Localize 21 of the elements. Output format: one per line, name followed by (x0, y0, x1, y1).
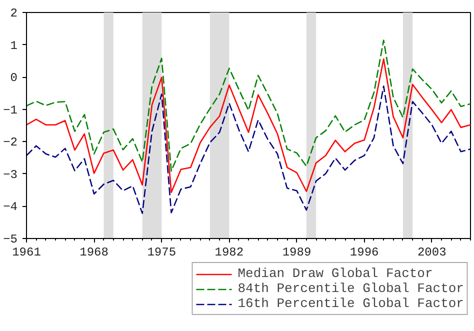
legend-label: 16th Percentile Global Factor (238, 296, 464, 311)
x-tick-label: 1996 (350, 246, 379, 260)
x-tick-label: 1982 (214, 246, 244, 260)
x-tick-label: 2003 (417, 246, 446, 260)
line-series (26, 58, 470, 193)
x-tick-label: 1975 (147, 246, 176, 260)
legend-label: Median Draw Global Factor (238, 266, 433, 281)
y-tick-label: −2 (3, 136, 18, 150)
x-tick-label: 1968 (80, 246, 108, 260)
y-tick-label: −4 (3, 200, 18, 214)
y-tick-label: −3 (3, 168, 18, 182)
y-tick-label: −1 (3, 103, 18, 118)
y-tick-label: 1 (10, 38, 18, 53)
y-tick-label: 0 (10, 71, 18, 86)
x-tick-label: 1989 (282, 246, 312, 260)
line-series (26, 40, 470, 172)
legend-label: 84th Percentile Global Factor (238, 281, 464, 296)
y-tick-label: −5 (3, 232, 18, 246)
line-series (26, 85, 470, 214)
x-tick-label: 1961 (12, 246, 41, 260)
y-tick-label: 2 (10, 6, 18, 20)
